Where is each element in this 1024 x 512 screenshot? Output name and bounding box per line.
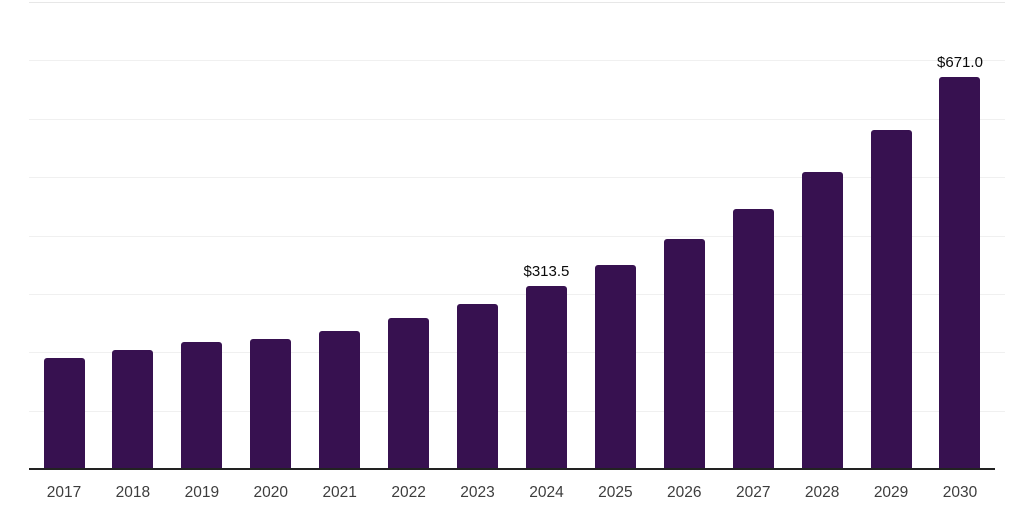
gridline-100 — [29, 410, 1005, 412]
bar-2028 — [801, 172, 843, 469]
x-tick-label-2024: 2024 — [529, 484, 564, 501]
bar-2020 — [250, 338, 292, 469]
x-tick-label-2020: 2020 — [253, 484, 288, 501]
bar-2022 — [388, 318, 430, 469]
bar-2030 — [939, 77, 981, 469]
gridline-500 — [29, 177, 1005, 179]
bar-2025 — [594, 265, 636, 469]
x-tick-label-2018: 2018 — [115, 484, 151, 501]
x-tick-label-2022: 2022 — [391, 484, 426, 501]
x-tick-label-2027: 2027 — [735, 484, 771, 501]
x-tick-label-2026: 2026 — [667, 484, 702, 501]
x-tick-label-2029: 2029 — [873, 484, 909, 501]
x-axis-tick-labels: 2017 2018 2019 2020 2021 2022 2023 2024 2025 2026… — [29, 483, 1005, 503]
value-label-2030: $671.0 — [937, 54, 983, 72]
gridline-800 — [29, 2, 1005, 3]
bar-2026 — [663, 239, 705, 469]
bar-2021 — [319, 330, 361, 469]
x-tick-label-2017: 2017 — [46, 484, 82, 501]
gridline-700 — [29, 60, 1005, 62]
bar-2019 — [181, 342, 223, 469]
x-axis-line — [29, 468, 995, 470]
x-tick-label-2028: 2028 — [804, 484, 840, 501]
bar-2024 — [525, 286, 567, 469]
x-tick-label-2019: 2019 — [184, 484, 220, 501]
gridline-300 — [29, 293, 1005, 295]
gridline-200 — [29, 352, 1005, 354]
gridline-600 — [29, 118, 1005, 120]
gridline-400 — [29, 235, 1005, 237]
value-label-2024: $313.5 — [523, 263, 570, 280]
x-tick-label-2021: 2021 — [322, 484, 357, 501]
bar-2029 — [870, 130, 912, 469]
bar-2023 — [457, 303, 499, 469]
bar-2017 — [43, 357, 85, 469]
x-tick-label-2030: 2030 — [942, 484, 978, 501]
bar-2027 — [732, 209, 774, 469]
x-tick-label-2023: 2023 — [460, 484, 495, 501]
bar-2018 — [112, 349, 154, 469]
plot-area: $313.5 $671.0 — [29, 2, 1005, 469]
x-tick-label-2025: 2025 — [598, 484, 633, 501]
